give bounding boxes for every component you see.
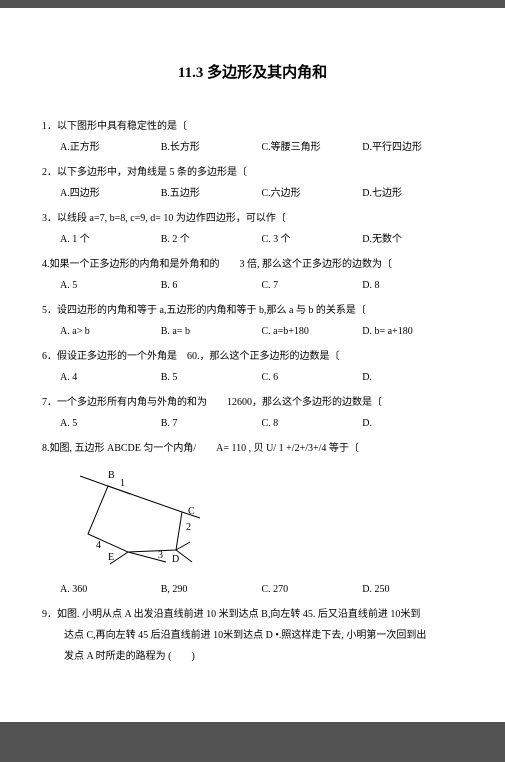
opt: A. 1 个 — [60, 232, 161, 247]
opt: D. — [362, 370, 463, 385]
question-2: 2．以下多边形中，对角线是 5 条的多边形是〔 A.四边形 B.五边形 C.六边… — [42, 165, 463, 201]
opt: C.六边形 — [262, 186, 363, 201]
q9-line2: 达点 C,再向左转 45 后沿直线前进 10米到达点 D •.照这样走下去, 小… — [42, 628, 463, 643]
qtext: ．设四边形的内角和等于 a,五边形的内角和等于 b,那么 a 与 b 的关系是〔 — [47, 305, 366, 316]
opt: C.等腰三角形 — [262, 140, 363, 155]
label-D: D — [172, 554, 179, 565]
question-4: 4.如果一个正多边形的内角和是外角和的 3 倍, 那么这个正多边形的边数为〔 A… — [42, 257, 463, 293]
label-4: 4 — [96, 540, 101, 551]
q9-line3: 发点 A 时所走的路程为 ( ) — [42, 649, 463, 664]
qtext: .如图, 五边形 ABCDE 匀一个内角/ A= 110 , 贝 U/ 1 +/… — [47, 443, 359, 454]
opt: A. 5 — [60, 278, 161, 293]
qtext: ．以线段 a=7, b=8, c=9, d= 10 为边作四边形，可以作〔 — [47, 213, 286, 224]
opt: D.七边形 — [362, 186, 463, 201]
question-3: 3．以线段 a=7, b=8, c=9, d= 10 为边作四边形，可以作〔 A… — [42, 211, 463, 247]
opt: B.五边形 — [161, 186, 262, 201]
opt: C. 6 — [262, 370, 363, 385]
opt: B, 290 — [161, 582, 262, 597]
question-5: 5．设四边形的内角和等于 a,五边形的内角和等于 b,那么 a 与 b 的关系是… — [42, 303, 463, 339]
label-B: B — [108, 470, 115, 481]
opt: C. 7 — [262, 278, 363, 293]
qtext: ．假设正多边形的一个外角是 60.，那么这个正多边形的边数是〔 — [47, 351, 340, 362]
qtext: ．如图. 小明从点 A 出发沿直线前进 10 米到达点 B,向左转 45. 后又… — [47, 609, 420, 620]
opt: B. 5 — [161, 370, 262, 385]
opt: B. 2 个 — [161, 232, 262, 247]
opt: B. 6 — [161, 278, 262, 293]
page: 11.3 多边形及其内角和 1．以下图形中具有稳定性的是〔 A.正方形 B.长方… — [0, 8, 505, 722]
opt: C. 270 — [262, 582, 363, 597]
question-6: 6．假设正多边形的一个外角是 60.，那么这个正多边形的边数是〔 A. 4 B.… — [42, 349, 463, 385]
pentagon-figure: B 1 C 2 D 3 E 4 — [72, 462, 463, 572]
opt: A. 5 — [60, 416, 161, 431]
label-1: 1 — [120, 478, 125, 489]
opt: C. 8 — [262, 416, 363, 431]
opt: D. 8 — [362, 278, 463, 293]
question-8: 8.如图, 五边形 ABCDE 匀一个内角/ A= 110 , 贝 U/ 1 +… — [42, 441, 463, 597]
opt: D. — [362, 416, 463, 431]
opt: D. b= a+180 — [362, 324, 463, 339]
opt: C. a=b+180 — [262, 324, 363, 339]
question-7: 7．一个多边形所有内角与外角的和为 12600，那么这个多边形的边数是〔 A. … — [42, 395, 463, 431]
opt: A.四边形 — [60, 186, 161, 201]
question-9: 9．如图. 小明从点 A 出发沿直线前进 10 米到达点 B,向左转 45. 后… — [42, 607, 463, 664]
opt: A.正方形 — [60, 140, 161, 155]
qtext: ．一个多边形所有内角与外角的和为 12600，那么这个多边形的边数是〔 — [47, 397, 382, 408]
opt: D.平行四边形 — [362, 140, 463, 155]
opt: B. 7 — [161, 416, 262, 431]
qtext: ．以下多边形中，对角线是 5 条的多边形是〔 — [47, 167, 247, 178]
opt: D. 250 — [362, 582, 463, 597]
label-C: C — [188, 506, 195, 517]
opt: A. 360 — [60, 582, 161, 597]
question-1: 1．以下图形中具有稳定性的是〔 A.正方形 B.长方形 C.等腰三角形 D.平行… — [42, 119, 463, 155]
page-title: 11.3 多边形及其内角和 — [42, 62, 463, 85]
label-2: 2 — [186, 522, 191, 533]
opt: D.无数个 — [362, 232, 463, 247]
opt: C. 3 个 — [262, 232, 363, 247]
qtext: .如果一个正多边形的内角和是外角和的 3 倍, 那么这个正多边形的边数为〔 — [47, 259, 392, 270]
label-E: E — [108, 552, 114, 563]
label-3: 3 — [158, 550, 163, 561]
opt: B.长方形 — [161, 140, 262, 155]
opt: A. a> b — [60, 324, 161, 339]
opt: B. a= b — [161, 324, 262, 339]
qtext: ．以下图形中具有稳定性的是〔 — [47, 121, 187, 132]
opt: A. 4 — [60, 370, 161, 385]
